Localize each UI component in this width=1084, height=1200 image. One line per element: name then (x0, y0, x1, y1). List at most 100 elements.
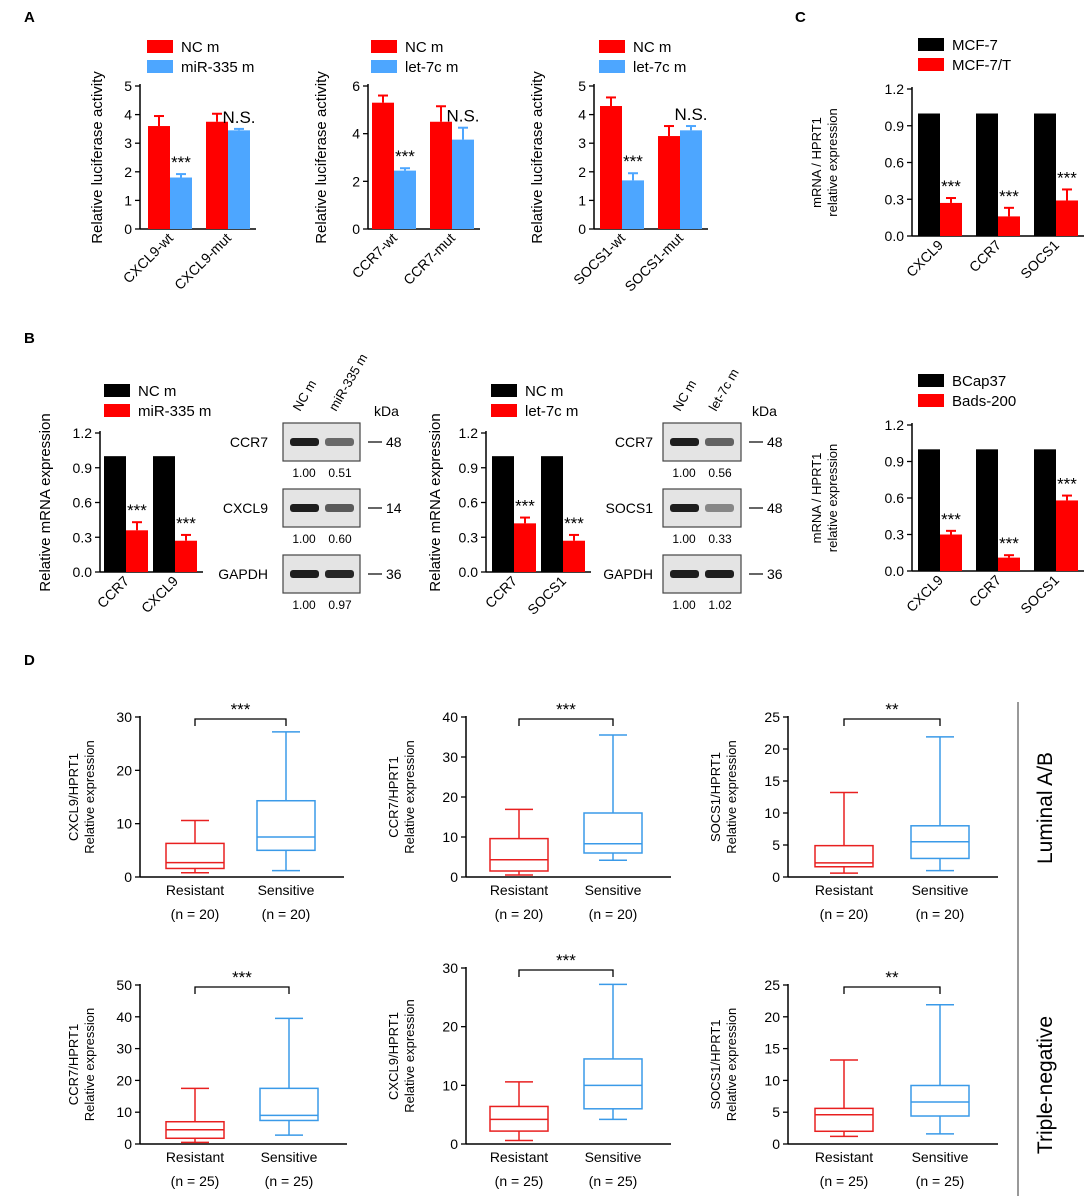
y-tick-label: 30 (116, 1041, 132, 1057)
legend-label: MCF-7 (952, 37, 998, 54)
bar-socs1-0 (1034, 449, 1056, 571)
y-axis-label: Relative mRNA expression (37, 413, 54, 591)
legend-label: miR-335 m (138, 403, 211, 420)
y-tick-label: 10 (764, 1072, 780, 1088)
group-n-label: (n = 20) (262, 906, 311, 922)
bar-socs1-wt-0 (600, 106, 622, 229)
group-label: Sensitive (585, 1149, 642, 1165)
y-tick-label: 0 (450, 1136, 458, 1152)
y-axis-label: Relative expression (724, 1008, 739, 1121)
bar-ccr7-0 (104, 456, 126, 572)
bar-socs1-mut-1 (680, 130, 702, 229)
y-tick-label: 1.2 (885, 81, 905, 97)
y-tick-label: 4 (124, 107, 132, 123)
bar-cxcl9-0 (918, 113, 940, 236)
legend-swatch (104, 404, 130, 417)
y-tick-label: 1.2 (885, 417, 905, 433)
western-blot: NC m miR-335 m kDa CCR7 48 1.00 0.51 CXCL9 14 1.0… (218, 351, 402, 612)
y-tick-label: 5 (772, 1104, 780, 1120)
y-tick-label: 40 (116, 1009, 132, 1025)
y-tick-label: 30 (116, 709, 132, 725)
band-quant: 1.00 (292, 466, 316, 480)
panel-label-c: C (795, 9, 806, 26)
blot-band (705, 504, 734, 512)
y-tick-label: 3 (578, 135, 586, 151)
y-axis-label: relative expression (825, 444, 840, 552)
significance-label: *** (999, 534, 1019, 553)
legend-label: Bads-200 (952, 393, 1016, 410)
protein-label: SOCS1 (606, 500, 654, 516)
y-tick-label: 20 (764, 741, 780, 757)
box-sensitive (256, 799, 316, 852)
bar-ccr7-1 (126, 530, 148, 572)
y-tick-label: 0.6 (885, 490, 905, 506)
protein-label: CCR7 (230, 434, 268, 450)
lane-label: miR-335 m (326, 351, 371, 414)
group-label: Sensitive (258, 882, 315, 898)
kda-value: 36 (767, 566, 783, 582)
box-resistant (165, 842, 225, 870)
box-plot-d4: 0 10 20 30 40 50 CCR7/HPRT1 Relative expression… (66, 968, 347, 1189)
y-tick-label: 25 (764, 977, 780, 993)
blot-band (290, 504, 319, 512)
y-axis-label: CXCL9/HPRT1 (386, 1012, 401, 1100)
legend-swatch (104, 384, 130, 397)
bar-ccr7-1 (998, 216, 1020, 236)
y-tick-label: 5 (578, 78, 586, 94)
y-tick-label: 0.3 (459, 529, 479, 545)
box-sensitive (910, 1084, 970, 1117)
group-label: Resistant (490, 882, 548, 898)
y-tick-label: 2 (124, 164, 132, 180)
kda-header: kDa (752, 403, 777, 419)
y-axis-label: Relative luciferase activity (89, 71, 106, 244)
significance-label: *** (941, 177, 961, 196)
significance-label: *** (231, 700, 251, 719)
category-label: CXCL9 (138, 573, 181, 616)
significance-label: *** (515, 497, 535, 516)
group-label: Sensitive (912, 882, 969, 898)
legend-label: let-7c m (525, 403, 578, 420)
y-tick-label: 0.6 (459, 495, 479, 511)
band-quant: 0.60 (328, 532, 352, 546)
box-plot-d3: 0 5 10 15 20 25 SOCS1/HPRT1 Relative expression… (708, 700, 998, 922)
y-tick-label: 0.9 (459, 460, 479, 476)
y-tick-label: 3 (124, 135, 132, 151)
blot-band (705, 570, 734, 578)
significance-label: ** (885, 700, 899, 719)
bar-cxcl9-wt-0 (148, 126, 170, 229)
protein-label: GAPDH (603, 566, 653, 582)
legend-swatch (371, 40, 397, 53)
band-quant: 1.00 (292, 532, 316, 546)
bar-ccr7-1 (998, 557, 1020, 571)
blot-band (290, 438, 319, 446)
western-blot: NC m let-7c m kDa CCR7 48 1.00 0.56 SOCS1 48 1.00… (603, 366, 783, 612)
y-tick-label: 1.2 (73, 425, 93, 441)
significance-label: *** (556, 951, 576, 970)
group-label: Resistant (815, 1149, 873, 1165)
bar-socs1-0 (541, 456, 563, 572)
kda-value: 36 (386, 566, 402, 582)
group-label: Resistant (815, 882, 873, 898)
significance-label: *** (1057, 168, 1077, 187)
y-axis-label: mRNA / HPRT1 (809, 453, 824, 544)
box-resistant (814, 844, 874, 868)
y-tick-label: 40 (442, 709, 458, 725)
y-tick-label: 0.9 (885, 118, 905, 134)
y-tick-label: 20 (764, 1009, 780, 1025)
blot-band (705, 438, 734, 446)
legend-swatch (918, 374, 944, 387)
category-label: SOCS1 (524, 573, 569, 618)
y-axis-label: CCR7/HPRT1 (66, 1024, 81, 1105)
y-axis-label: CCR7/HPRT1 (386, 756, 401, 837)
y-axis-label: Relative expression (82, 740, 97, 853)
y-axis-label: Relative mRNA expression (427, 413, 444, 591)
significance-bracket (518, 969, 614, 977)
band-quant: 1.00 (672, 598, 696, 612)
group-label: Resistant (166, 1149, 224, 1165)
band-quant: 1.02 (708, 598, 732, 612)
legend-label: NC m (525, 383, 563, 400)
category-label: CCR7 (94, 573, 132, 611)
y-tick-label: 0 (124, 869, 132, 885)
significance-label: *** (999, 187, 1019, 206)
